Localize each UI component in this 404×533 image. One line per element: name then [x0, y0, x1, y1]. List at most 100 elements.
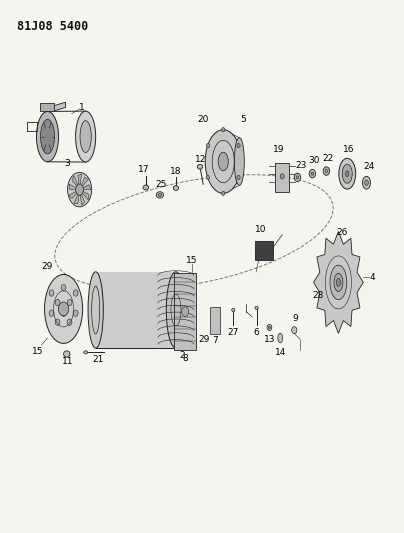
Text: 27: 27 — [227, 328, 239, 337]
Ellipse shape — [61, 310, 66, 317]
Text: 7: 7 — [212, 336, 218, 345]
Text: 15: 15 — [32, 347, 43, 356]
Polygon shape — [83, 191, 89, 200]
Ellipse shape — [267, 324, 272, 330]
Ellipse shape — [61, 285, 66, 291]
Polygon shape — [74, 195, 79, 204]
Ellipse shape — [231, 309, 235, 312]
Ellipse shape — [222, 127, 225, 132]
Text: 8: 8 — [182, 354, 188, 363]
Text: 5: 5 — [240, 115, 246, 124]
Ellipse shape — [181, 307, 189, 317]
Text: 21: 21 — [92, 356, 103, 365]
Ellipse shape — [40, 119, 55, 154]
Ellipse shape — [158, 193, 162, 196]
Ellipse shape — [234, 138, 244, 185]
Text: 6: 6 — [254, 328, 259, 337]
Polygon shape — [314, 231, 363, 333]
Polygon shape — [82, 177, 88, 186]
Ellipse shape — [55, 300, 60, 306]
Ellipse shape — [80, 120, 91, 152]
Ellipse shape — [294, 173, 301, 182]
Polygon shape — [69, 191, 77, 199]
Polygon shape — [69, 184, 76, 190]
Ellipse shape — [292, 327, 297, 334]
Ellipse shape — [67, 319, 72, 325]
Text: 24: 24 — [363, 163, 374, 171]
Ellipse shape — [222, 191, 225, 196]
Text: 9: 9 — [292, 314, 299, 323]
Ellipse shape — [218, 152, 228, 171]
Ellipse shape — [49, 310, 54, 317]
Bar — [275, 163, 290, 192]
Ellipse shape — [342, 164, 352, 183]
Text: 14: 14 — [275, 349, 286, 358]
Text: 25: 25 — [155, 180, 166, 189]
Ellipse shape — [58, 302, 69, 316]
Text: 18: 18 — [170, 166, 182, 175]
Polygon shape — [54, 102, 65, 111]
Ellipse shape — [311, 172, 314, 175]
Polygon shape — [78, 174, 82, 184]
Polygon shape — [80, 194, 85, 205]
Ellipse shape — [156, 192, 164, 198]
Ellipse shape — [280, 174, 284, 179]
Ellipse shape — [63, 351, 70, 357]
Ellipse shape — [67, 300, 72, 306]
Text: 2: 2 — [179, 351, 185, 360]
Ellipse shape — [337, 278, 341, 286]
Text: 1: 1 — [79, 103, 84, 112]
Ellipse shape — [76, 111, 96, 162]
Ellipse shape — [237, 175, 240, 180]
Text: 20: 20 — [198, 115, 209, 124]
Text: 19: 19 — [272, 146, 284, 155]
Text: 29: 29 — [198, 335, 210, 344]
Ellipse shape — [296, 176, 299, 179]
Text: 4: 4 — [370, 272, 375, 281]
Text: 10: 10 — [255, 225, 267, 234]
Text: 81J08 5400: 81J08 5400 — [17, 20, 89, 33]
Text: 15: 15 — [186, 256, 197, 265]
Text: 29: 29 — [41, 262, 53, 271]
Ellipse shape — [323, 167, 330, 175]
Ellipse shape — [330, 265, 347, 300]
Text: 28: 28 — [313, 291, 324, 300]
Text: 11: 11 — [62, 358, 74, 367]
Polygon shape — [83, 185, 91, 190]
Text: 13: 13 — [264, 335, 275, 344]
Ellipse shape — [67, 172, 92, 207]
Ellipse shape — [36, 111, 59, 162]
Ellipse shape — [143, 185, 149, 190]
Ellipse shape — [205, 130, 241, 193]
Ellipse shape — [166, 272, 185, 348]
Ellipse shape — [88, 272, 103, 348]
Ellipse shape — [268, 326, 270, 329]
Ellipse shape — [237, 143, 240, 148]
Ellipse shape — [55, 319, 60, 325]
Text: 16: 16 — [343, 145, 354, 154]
Ellipse shape — [346, 171, 349, 176]
Ellipse shape — [278, 333, 283, 343]
Ellipse shape — [198, 165, 202, 169]
Bar — [255, 241, 273, 260]
Ellipse shape — [365, 180, 368, 185]
Bar — [210, 308, 220, 334]
Bar — [27, 122, 38, 131]
Ellipse shape — [362, 176, 370, 189]
Text: 30: 30 — [308, 157, 319, 165]
Ellipse shape — [206, 143, 210, 148]
Ellipse shape — [84, 351, 88, 354]
Ellipse shape — [44, 274, 83, 343]
Ellipse shape — [73, 310, 78, 317]
Text: 17: 17 — [138, 165, 149, 174]
Ellipse shape — [255, 306, 258, 310]
Bar — [40, 103, 54, 111]
Polygon shape — [96, 272, 176, 348]
Ellipse shape — [73, 290, 78, 296]
Bar — [27, 122, 38, 131]
Text: 22: 22 — [322, 154, 333, 163]
Ellipse shape — [339, 158, 356, 189]
Ellipse shape — [49, 290, 54, 296]
Bar — [174, 273, 196, 350]
Ellipse shape — [76, 184, 84, 196]
